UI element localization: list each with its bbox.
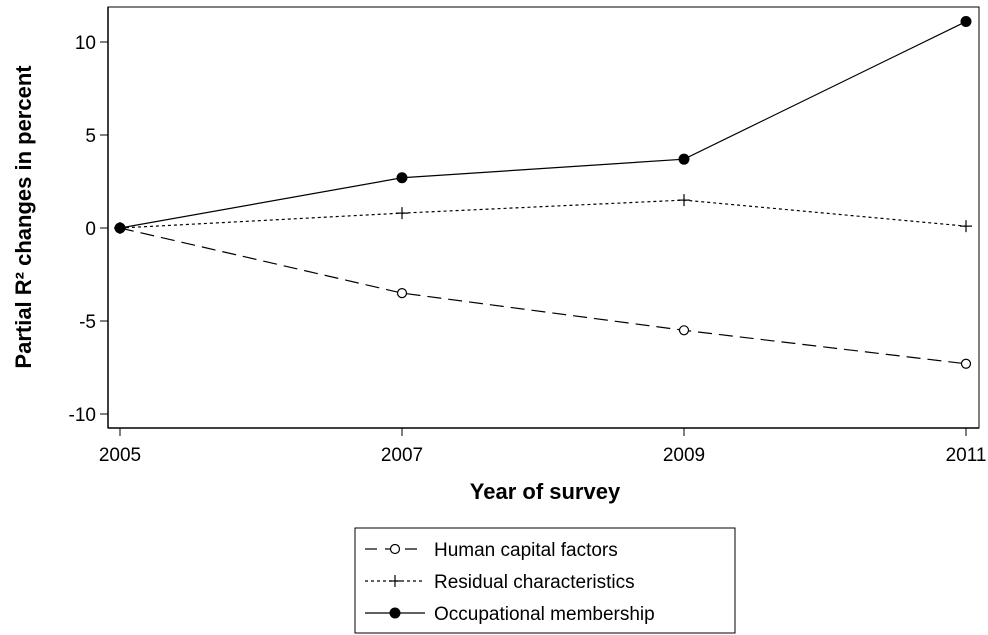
plot-frame	[107, 6, 980, 429]
series-line	[119, 199, 967, 229]
series-0	[114, 222, 972, 369]
series-line	[119, 227, 967, 365]
legend-items: Human capital factors Residual characteri…	[365, 540, 655, 625]
data-point	[396, 207, 408, 220]
x-tick-label: 2011	[946, 445, 987, 466]
data-point	[114, 222, 126, 234]
y-tick-label: 10	[75, 33, 96, 54]
legend: Human capital factors Residual characteri…	[354, 527, 736, 634]
legend-marker	[389, 607, 401, 619]
x-tick-label: 2007	[381, 445, 423, 466]
legend-entry: Residual characteristics	[365, 572, 635, 593]
y-axis-title: Partial R² changes in percent	[11, 65, 36, 369]
data-point	[960, 16, 972, 28]
legend-entry: Occupational membership	[365, 604, 655, 625]
y-tick-label: -10	[69, 405, 96, 426]
data-point	[678, 194, 690, 207]
x-tick-label: 2009	[663, 445, 705, 466]
series-2	[114, 16, 972, 234]
data-point	[960, 358, 972, 369]
legend-label: Residual characteristics	[434, 572, 635, 593]
series-1	[114, 194, 972, 234]
legend-entry: Human capital factors	[365, 540, 618, 561]
data-point	[960, 220, 972, 233]
x-axis: 2005 2007 2009 2011	[99, 427, 987, 466]
data-point	[396, 288, 408, 299]
data-point	[396, 172, 408, 184]
x-tick-label: 2005	[99, 445, 141, 466]
legend-marker	[389, 575, 401, 587]
y-tick-label: 0	[85, 219, 96, 240]
legend-label: Occupational membership	[434, 604, 655, 625]
y-axis: -10 -5 0 5 10	[69, 7, 109, 428]
legend-marker	[389, 543, 401, 555]
x-axis-title: Year of survey	[470, 479, 621, 504]
y-tick-label: -5	[79, 312, 96, 333]
series-layer	[114, 16, 972, 369]
data-point	[678, 153, 690, 165]
legend-label: Human capital factors	[434, 540, 618, 561]
x-ticks: 2005 2007 2009 2011	[99, 428, 987, 466]
y-ticks: -10 -5 0 5 10	[69, 33, 108, 426]
data-point	[678, 325, 690, 336]
y-tick-label: 5	[85, 126, 96, 147]
series-line	[119, 21, 967, 229]
legend-box	[354, 527, 736, 634]
